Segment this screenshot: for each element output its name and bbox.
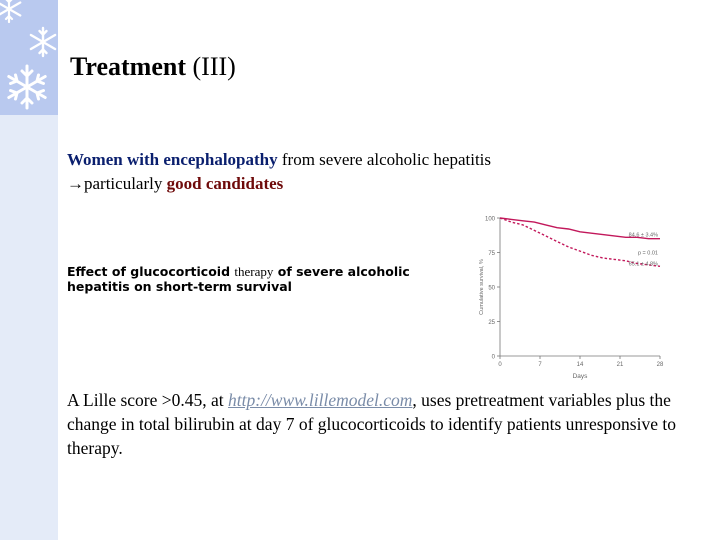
chart-caption: Effect of glucocorticoid therapy of seve… [67,264,467,294]
intro-line2-highlight: good candidates [166,174,284,193]
caption-part3: of severe alcoholic hepatitis on short-t… [67,264,410,294]
title-suffix: (III) [186,52,236,81]
x-tick-label: 0 [498,362,502,368]
snowflake-icon [7,64,47,110]
snowflake-icon [29,26,57,58]
caption-part2: therapy [234,264,274,279]
intro-rest: from severe alcoholic hepatitis [277,150,492,169]
snowflake-icon [0,0,22,24]
intro-line2: particularly [84,174,167,193]
snowflake-panel [0,0,58,115]
intro-highlight: Women with encephalopathy [67,150,278,169]
intro-text: Women with encephalopathy from severe al… [67,148,491,196]
x-tick-label: 21 [617,362,624,368]
y-axis-label: Cumulative survival, % [479,259,485,315]
x-tick-label: 28 [657,362,664,368]
lille-paragraph: A Lille score >0.45, at http://www.lille… [67,388,707,460]
caption-part1: Effect of glucocorticoid [67,264,235,279]
para-after-link: , uses pretreatment variables plus the c… [67,390,676,458]
y-tick-label: 100 [485,217,496,223]
x-tick-label: 14 [577,362,584,368]
chart-annotation: 84.6 ± 3.4% [629,233,658,239]
survival-chart: 0 25 50 75 100 0 7 14 21 28 Days Cumulative surviva… [479,217,664,381]
survival-series-dashed [499,217,661,267]
slide-title: Treatment (III) [70,52,236,82]
para-before-link: A Lille score >0.45, at [67,390,229,410]
arrow-icon: → [67,174,84,193]
title-main: Treatment [70,52,186,81]
chart-annotation: p = 0.01 [638,251,658,257]
y-tick-label: 25 [488,320,495,326]
lille-link[interactable]: http://www.lillemodel.com [228,390,413,410]
survival-series-solid [499,217,660,240]
y-tick-label: 75 [488,251,495,257]
x-tick-label: 7 [538,362,542,368]
chart-annotation: 65.1 ± 4.8% [629,261,658,267]
y-tick-label: 50 [488,286,495,292]
x-axis-label: Days [573,373,589,380]
y-tick-label: 0 [492,355,496,361]
